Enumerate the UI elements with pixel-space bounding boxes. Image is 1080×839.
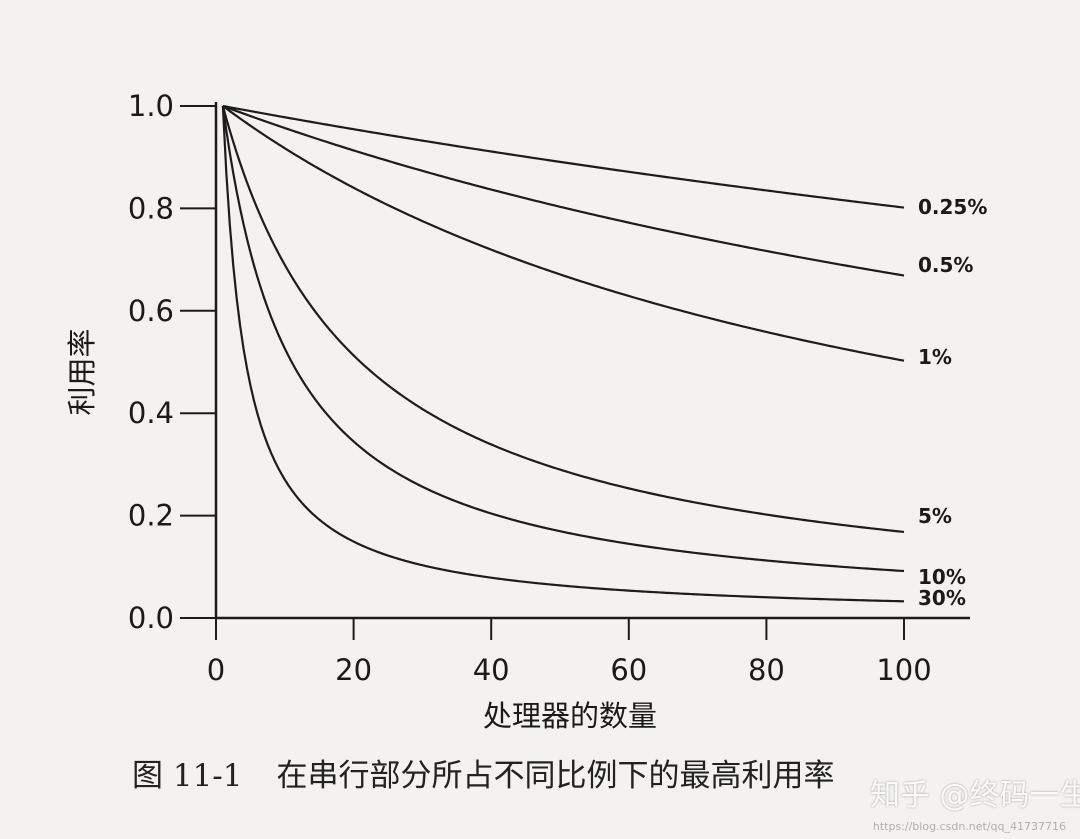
y-tick-label: 0.6: [128, 294, 174, 328]
y-tick-label: 0.0: [128, 601, 174, 635]
x-axis-title: 处理器的数量: [483, 699, 657, 733]
figure-caption: 图 11-1 在串行部分所占不同比例下的最高利用率: [132, 750, 835, 795]
series-label: 5%: [918, 504, 952, 528]
x-tick-label: 80: [748, 653, 785, 687]
utilization-chart: 0.00.20.40.60.81.00 20 40 60 80 100处理器的数量利用率 …: [65, 89, 987, 733]
series-line-5: [221, 105, 905, 603]
series-label: 10%: [918, 565, 966, 589]
x-tick-label: 0: [207, 653, 225, 687]
series-label: 1%: [918, 345, 952, 369]
x-tick-label: 60: [610, 653, 647, 687]
chart-labels: 0.25% 0.5% 1% 5% 10%30%: [918, 195, 987, 610]
series-label: 30%: [918, 586, 966, 610]
x-tick-label: 40: [473, 653, 510, 687]
source-url-note: https://blog.csdn.net/qq_41737716: [872, 820, 1066, 833]
watermark: 知乎 @终码一生: [870, 778, 1080, 813]
x-tick-label: 20: [335, 653, 372, 687]
series-label: 0.5%: [918, 253, 973, 277]
x-tick-label: 100: [876, 653, 931, 687]
figure-number: 图 11-1: [132, 758, 243, 794]
y-tick-label: 0.2: [128, 499, 174, 533]
series-line-0: [222, 104, 905, 209]
series-line-3: [221, 105, 905, 534]
figure-caption-text: 在串行部分所占不同比例下的最高利用率: [276, 758, 835, 794]
y-tick-label: 0.8: [128, 191, 174, 225]
series-line-4: [221, 105, 905, 573]
series-line-2: [222, 105, 905, 362]
y-tick-label: 1.0: [128, 89, 174, 123]
chart-axes: 0.0 0.2 0.4 0.6 0.8 1.0 0 20 40 60 80 100 处理器的数量 利用率: [65, 89, 970, 733]
y-tick-label: 0.4: [128, 396, 174, 430]
series-line-1: [222, 104, 905, 277]
y-axis-title: 利用率: [65, 328, 99, 415]
chart-series: [221, 104, 905, 603]
series-label: 0.25%: [918, 195, 987, 219]
